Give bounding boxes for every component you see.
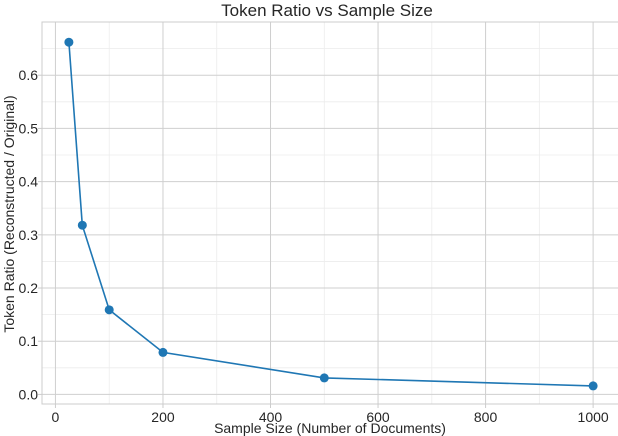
data-point [77, 220, 87, 230]
y-axis-ticks: 0.0 0.1 0.2 0.3 0.4 0.5 0.6 [19, 67, 42, 402]
minor-gridlines [42, 22, 618, 404]
data-point [104, 305, 114, 315]
y-tick-label: 0.0 [19, 386, 39, 402]
x-axis-ticks: 0 200 400 600 800 1000 [52, 404, 609, 425]
x-tick-label: 800 [474, 409, 498, 425]
y-tick-label: 0.2 [19, 280, 39, 296]
series-layer [64, 37, 598, 391]
y-tick-label: 0.6 [19, 67, 39, 83]
x-tick-label: 400 [259, 409, 283, 425]
data-point [158, 347, 168, 357]
y-tick-label: 0.1 [19, 333, 39, 349]
y-axis-label: Token Ratio (Reconstructed / Original) [1, 95, 17, 332]
chart-title: Token Ratio vs Sample Size [221, 1, 433, 20]
y-tick-label: 0.4 [19, 174, 39, 190]
y-tick-label: 0.5 [19, 120, 39, 136]
x-tick-label: 600 [366, 409, 390, 425]
x-tick-label: 1000 [578, 409, 609, 425]
plot-frame [41, 21, 618, 405]
data-point [64, 37, 74, 47]
series-line [68, 42, 594, 387]
y-tick-label: 0.3 [19, 227, 39, 243]
x-axis-label: Sample Size (Number of Documents) [214, 420, 446, 436]
data-point [588, 381, 598, 391]
x-tick-label: 0 [52, 409, 60, 425]
major-gridlines [42, 22, 618, 404]
x-tick-label: 200 [151, 409, 175, 425]
data-point [319, 373, 329, 383]
